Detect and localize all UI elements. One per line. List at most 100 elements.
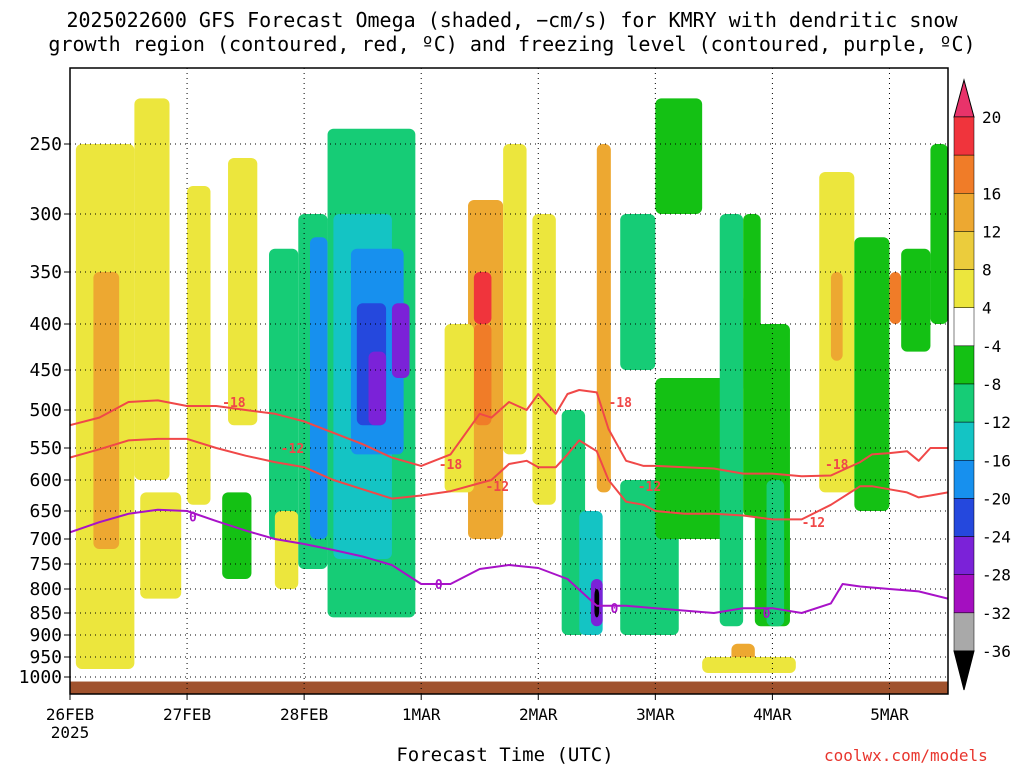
omega-cell bbox=[889, 272, 902, 324]
colorbar-swatch bbox=[953, 498, 975, 537]
y-tick-label: 250 bbox=[29, 134, 62, 155]
omega-cell bbox=[444, 324, 474, 493]
colorbar-tick-label: -24 bbox=[982, 528, 1011, 547]
omega-cell bbox=[854, 237, 890, 511]
ground-surface-bar bbox=[70, 681, 948, 694]
colorbar-swatch bbox=[953, 460, 975, 499]
y-tick-label: 550 bbox=[29, 438, 62, 459]
x-tick-label: 4MAR bbox=[753, 705, 792, 724]
contour-layer bbox=[70, 389, 948, 614]
omega-cell bbox=[655, 378, 726, 539]
contour-label: 0 bbox=[763, 607, 771, 622]
colorbar-swatch bbox=[953, 116, 975, 156]
omega-cell bbox=[274, 511, 299, 589]
y-tick-label: 500 bbox=[29, 400, 62, 421]
y-tick-label: 600 bbox=[29, 470, 62, 491]
contour-label: -18 bbox=[222, 396, 246, 411]
colorbar-tick-label: -8 bbox=[982, 375, 1001, 394]
y-tick-label: 700 bbox=[29, 529, 62, 550]
omega-cell bbox=[391, 303, 410, 378]
colorbar-tick-label: -36 bbox=[982, 642, 1011, 661]
y-tick-label: 300 bbox=[29, 204, 62, 225]
x-tick-label: 2MAR bbox=[519, 705, 558, 724]
colorbar-swatch bbox=[953, 193, 975, 232]
colorbar-tick-label: 12 bbox=[982, 222, 1001, 241]
x-tick-label: 26FEB bbox=[46, 705, 94, 724]
omega-cell bbox=[473, 272, 492, 324]
colorbar-tick-label: -28 bbox=[982, 566, 1011, 585]
contour-label: 0 bbox=[610, 602, 618, 617]
omega-cell bbox=[594, 589, 600, 618]
plot-frame bbox=[69, 67, 949, 695]
omega-cell bbox=[134, 98, 170, 481]
colorbar-tick-label: -12 bbox=[982, 413, 1011, 432]
colorbar-tick-label: 16 bbox=[982, 184, 1001, 203]
contour-label: -12 bbox=[486, 480, 509, 495]
contour-label: -12 bbox=[281, 442, 304, 457]
colorbar-tick-label: -32 bbox=[982, 604, 1011, 623]
colorbar-swatch bbox=[953, 345, 975, 385]
y-tick-label: 900 bbox=[29, 625, 62, 646]
contour-label: 0 bbox=[435, 578, 443, 593]
chart-title: 2025022600 GFS Forecast Omega (shaded, −… bbox=[0, 8, 1024, 56]
y-axis: 2503003504004505005506006507007508008509… bbox=[19, 134, 70, 688]
colorbar-tick-label: 8 bbox=[982, 261, 992, 280]
contour-line-minus18c bbox=[70, 389, 948, 478]
contour-label: -18 bbox=[825, 458, 849, 473]
omega-cell bbox=[228, 158, 258, 426]
colorbar-swatch bbox=[953, 612, 975, 652]
omega-cell bbox=[766, 480, 785, 627]
omega-cell bbox=[93, 272, 120, 549]
omega-cell bbox=[187, 186, 211, 505]
colorbar-swatch bbox=[953, 269, 975, 308]
contour-label-layer: -18 -12 -18 -12 -18 -12 -12 -18 0 0 0 0 bbox=[189, 396, 849, 622]
y-tick-label: 750 bbox=[29, 554, 62, 575]
x-axis: 26FEB 27FEB 28FEB 1MAR 2MAR 3MAR 4MAR 5MAR 2025 bbox=[46, 694, 909, 742]
omega-cell bbox=[930, 144, 948, 324]
omega-cell bbox=[309, 237, 328, 539]
colorbar-tick-label: 20 bbox=[982, 108, 1001, 127]
contour-label: -18 bbox=[608, 396, 632, 411]
omega-cell bbox=[702, 657, 796, 673]
x-tick-label: 27FEB bbox=[163, 705, 211, 724]
contour-line-minus12c bbox=[70, 437, 948, 521]
omega-cell bbox=[830, 272, 843, 361]
colorbar-swatch bbox=[953, 574, 975, 614]
y-tick-label: 350 bbox=[29, 262, 62, 283]
omega-cell bbox=[620, 214, 656, 370]
omega-cell bbox=[140, 492, 182, 599]
colorbar-top-arrow bbox=[953, 78, 975, 118]
omega-cell bbox=[596, 144, 611, 493]
colorbar-swatch bbox=[953, 383, 975, 423]
contour-line-0c bbox=[70, 508, 948, 614]
x-year-label: 2025 bbox=[51, 723, 90, 742]
colorbar: 20 16 12 8 4 -4 -8 -12 -16 -20 -24 -28 -32 -36 bbox=[953, 78, 1011, 691]
colorbar-tick-label: 4 bbox=[982, 299, 992, 318]
colorbar-swatch bbox=[953, 231, 975, 270]
colorbar-tick-label: -16 bbox=[982, 451, 1011, 470]
source-credit: coolwx.com/models bbox=[824, 746, 988, 765]
contour-label: -12 bbox=[638, 480, 661, 495]
colorbar-tick-label: -4 bbox=[982, 337, 1001, 356]
omega-cell bbox=[503, 144, 527, 455]
contour-label: -18 bbox=[439, 458, 463, 473]
omega-cell bbox=[655, 98, 703, 214]
omega-cell bbox=[901, 248, 931, 352]
x-tick-label: 28FEB bbox=[280, 705, 328, 724]
y-tick-label: 800 bbox=[29, 579, 62, 600]
contour-label: 0 bbox=[189, 511, 197, 526]
omega-cell bbox=[368, 351, 387, 426]
colorbar-swatch bbox=[953, 536, 975, 575]
colorbar-swatch bbox=[953, 154, 975, 194]
chart-title-line-1: 2025022600 GFS Forecast Omega (shaded, −… bbox=[66, 8, 958, 32]
x-axis-title: Forecast Time (UTC) bbox=[396, 744, 614, 766]
y-tick-label: 650 bbox=[29, 501, 62, 522]
omega-cell bbox=[719, 214, 744, 627]
y-tick-label: 400 bbox=[29, 314, 62, 335]
omega-cell bbox=[222, 492, 252, 579]
omega-cell bbox=[473, 324, 492, 426]
y-tick-label: 450 bbox=[29, 360, 62, 381]
x-tick-label: 1MAR bbox=[402, 705, 441, 724]
colorbar-tick-label: -20 bbox=[982, 489, 1011, 508]
